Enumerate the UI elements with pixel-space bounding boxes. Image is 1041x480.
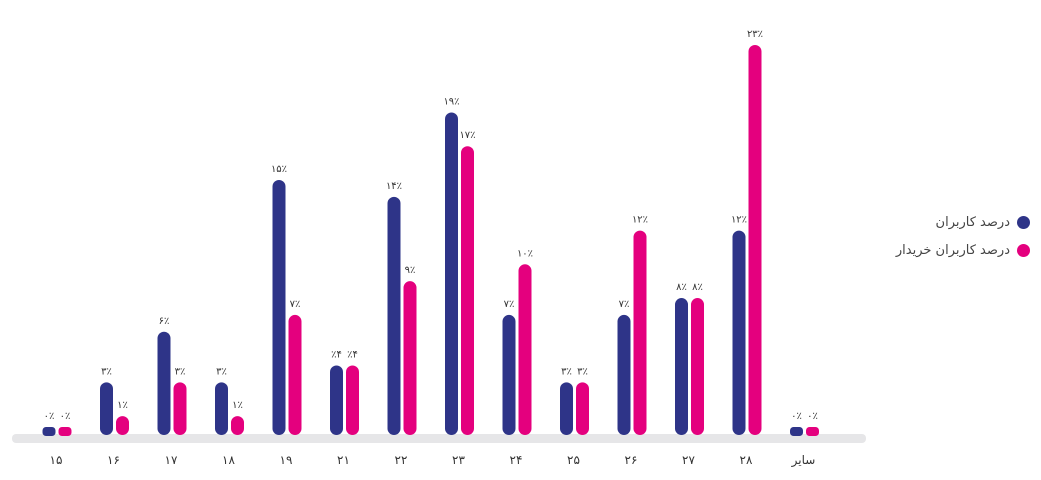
bar-s2-12	[748, 45, 762, 435]
bar-s2-13	[806, 427, 819, 436]
bar-s1-3	[215, 382, 228, 435]
data-label-s1-10: ۷٪	[619, 299, 630, 310]
data-label-s1-5: ٪۴	[331, 350, 342, 361]
data-label-s1-9: ۳٪	[561, 366, 572, 377]
bar-s1-6	[387, 196, 401, 435]
x-tick-label-10: ۲۶	[625, 453, 638, 467]
bar-s2-7	[461, 146, 474, 435]
x-tick-label-6: ۲۲	[395, 453, 408, 467]
legend-dot-buyers	[1017, 243, 1030, 257]
data-label-s2-1: ۱٪	[117, 400, 128, 411]
bar-s2-5	[346, 365, 359, 435]
bar-s2-0	[58, 427, 72, 436]
data-label-s1-7: ۱۹٪	[443, 96, 459, 107]
bar-s1-4	[272, 179, 286, 435]
bar-s1-2	[157, 331, 171, 435]
data-label-s2-8: ۱۰٪	[517, 248, 533, 259]
x-tick-label-3: ۱۸	[222, 453, 235, 467]
legend-label-buyers: درصد کاربران خریدار	[895, 242, 1010, 258]
bar-s2-11	[691, 298, 704, 435]
x-tick-label-9: ۲۵	[567, 453, 580, 467]
x-tick-label-11: ۲۷	[682, 453, 695, 467]
data-label-s2-5: ٪۴	[347, 350, 358, 361]
data-label-s2-2: ۳٪	[175, 366, 186, 377]
bar-s1-13	[790, 427, 803, 436]
data-label-s1-12: ۱۲٪	[731, 215, 747, 226]
bar-s1-5	[330, 365, 343, 435]
bar-s1-0	[42, 427, 56, 436]
x-axis-baseline	[12, 434, 866, 443]
x-tick-label-8: ۲۴	[510, 453, 523, 467]
data-label-s1-13: ۰٪	[791, 411, 802, 422]
legend-label-users: درصد کاربران	[935, 214, 1010, 230]
x-tick-label-5: ۲۱	[337, 453, 350, 467]
legend-dot-users	[1017, 215, 1030, 229]
bar-s2-8	[518, 264, 532, 435]
bar-s1-9	[560, 382, 573, 435]
data-label-s2-10: ۱۲٪	[632, 215, 648, 226]
bar-s1-11	[675, 298, 688, 435]
legend-item-users: درصد کاربران	[880, 208, 1030, 236]
x-tick-label-0: ۱۵	[50, 453, 63, 467]
bar-s1-12	[732, 230, 746, 435]
data-label-s2-3: ۱٪	[232, 400, 243, 411]
data-label-s1-8: ۷٪	[504, 299, 515, 310]
bar-s2-9	[576, 382, 589, 435]
bar-s1-1	[100, 382, 113, 435]
data-label-s2-9: ۳٪	[577, 366, 588, 377]
data-label-s1-4: ۱۵٪	[271, 164, 287, 175]
data-label-s1-1: ۳٪	[101, 366, 112, 377]
bar-s2-4	[288, 314, 302, 435]
data-label-s1-11: ۸٪	[676, 282, 687, 293]
chart-legend: درصد کاربران درصد کاربران خریدار	[880, 208, 1030, 264]
data-label-s1-2: ۶٪	[159, 316, 170, 327]
bar-s2-3	[231, 416, 244, 435]
data-label-s1-3: ۳٪	[216, 366, 227, 377]
data-label-s2-6: ۹٪	[405, 265, 416, 276]
bar-s2-6	[403, 281, 417, 435]
x-tick-label-2: ۱۷	[165, 453, 178, 467]
data-label-s2-12: ۲۳٪	[747, 29, 763, 40]
data-label-s2-4: ۷٪	[290, 299, 301, 310]
data-label-s1-0: ۰٪	[44, 411, 55, 422]
bar-s2-10	[633, 230, 647, 435]
bar-s1-8	[502, 314, 516, 435]
data-label-s2-11: ۸٪	[692, 282, 703, 293]
bar-s2-1	[116, 416, 129, 435]
x-tick-label-13: سایر	[791, 453, 816, 468]
data-label-s2-0: ۰٪	[60, 411, 71, 422]
data-label-s2-7: ۱۷٪	[459, 130, 475, 141]
x-tick-label-12: ۲۸	[740, 453, 753, 467]
legend-item-buyers: درصد کاربران خریدار	[880, 236, 1030, 264]
bar-s2-2	[173, 382, 187, 435]
data-label-s1-6: ۱۴٪	[386, 181, 402, 192]
x-tick-label-7: ۲۳	[452, 453, 465, 467]
data-label-s2-13: ۰٪	[807, 411, 818, 422]
x-tick-label-4: ۱۹	[280, 453, 293, 467]
x-tick-label-1: ۱۶	[107, 453, 120, 467]
bar-s1-10	[617, 314, 631, 435]
bar-s1-7	[445, 112, 458, 435]
